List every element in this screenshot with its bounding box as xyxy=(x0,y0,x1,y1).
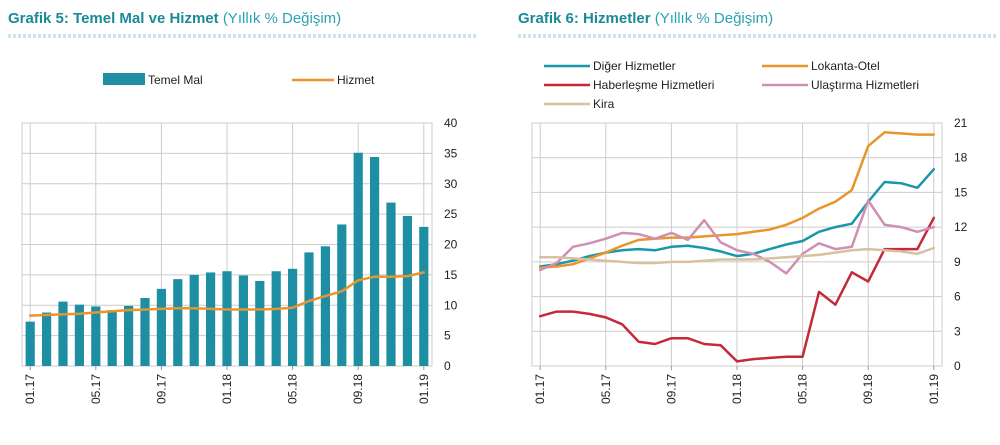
bar-temel-mal xyxy=(107,310,117,366)
y-tick-label: 20 xyxy=(444,238,458,252)
bar-temel-mal xyxy=(271,271,281,366)
bar-temel-mal xyxy=(222,271,232,366)
legend-label-haberlesme-hizmetleri: Haberleşme Hizmetleri xyxy=(593,78,714,92)
title-divider xyxy=(518,34,996,38)
y-tick-label: 9 xyxy=(954,255,961,269)
y-tick-label: 5 xyxy=(444,329,451,343)
chart-panel-temel-mal-hizmet: Grafik 5: Temel Mal ve Hizmet (Yıllık % … xyxy=(0,0,480,445)
x-tick-label: 01.18 xyxy=(730,374,744,404)
bar-temel-mal xyxy=(140,297,150,366)
series-line-ulastirma-hizmetleri xyxy=(538,199,936,275)
x-tick-label: 09.18 xyxy=(861,374,875,404)
bar-temel-mal xyxy=(402,215,412,366)
chart-panel-hizmetler: Grafik 6: Hizmetler (Yıllık % Değişim) 0… xyxy=(510,0,1000,445)
bar-temel-mal xyxy=(353,152,363,366)
y-tick-label: 3 xyxy=(954,324,961,338)
bar-temel-mal xyxy=(238,275,248,366)
bar-temel-mal xyxy=(58,301,68,366)
y-tick-label: 12 xyxy=(954,220,968,234)
y-tick-label: 18 xyxy=(954,151,968,165)
chart-title-main: Grafik 6: Hizmetler xyxy=(518,10,651,27)
bar-temel-mal xyxy=(42,312,52,366)
bar-temel-mal xyxy=(206,272,216,366)
y-tick-label: 15 xyxy=(444,268,458,282)
multi-line-chart: 0 3 6 9 12 15 18 21 01.17 05.17 09.17 01.18 05.18 09.… xyxy=(531,59,968,404)
y-tick-label: 10 xyxy=(444,298,458,312)
x-tick-label: 01.17 xyxy=(23,374,37,404)
x-tick-label: 05.17 xyxy=(599,374,613,404)
x-tick-label: 05.18 xyxy=(796,374,810,404)
x-tick-label: 01.18 xyxy=(220,374,234,404)
chart-title: Grafik 5: Temel Mal ve Hizmet (Yıllık % … xyxy=(8,10,341,27)
bar-temel-mal xyxy=(288,268,298,366)
series-line-kira xyxy=(538,246,936,265)
bar-temel-mal xyxy=(74,304,84,366)
chart-title-sub: (Yıllık % Değişim) xyxy=(654,10,774,27)
bar-temel-mal xyxy=(25,321,35,366)
bar-temel-mal xyxy=(124,305,134,366)
x-tick-label: 05.18 xyxy=(286,374,300,404)
legend-label-kira: Kira xyxy=(593,97,615,111)
legend-swatch-temel-mal xyxy=(103,73,145,85)
bar-temel-mal xyxy=(386,202,396,366)
y-tick-label: 40 xyxy=(444,116,458,130)
bar-temel-mal xyxy=(419,226,429,366)
bar-temel-mal xyxy=(304,252,314,366)
y-tick-label: 25 xyxy=(444,207,458,221)
y-tick-label: 6 xyxy=(954,290,961,304)
series-line-hizmet xyxy=(28,271,426,317)
y-tick-label: 0 xyxy=(954,359,961,373)
bar-temel-mal xyxy=(189,274,199,366)
legend-label-hizmet: Hizmet xyxy=(337,73,375,87)
legend-label-ulastirma-hizmetleri: Ulaştırma Hizmetleri xyxy=(811,78,919,92)
y-tick-label: 0 xyxy=(444,359,451,373)
chart-title-main: Grafik 5: Temel Mal ve Hizmet xyxy=(8,10,219,27)
bar-temel-mal xyxy=(173,279,183,366)
x-tick-label: 01.19 xyxy=(417,374,431,404)
y-tick-label: 21 xyxy=(954,116,968,130)
bar-temel-mal xyxy=(337,224,347,366)
bar-line-chart: 0 5 10 15 20 25 30 35 40 01.17 05.17 09.17 01.18 05.1… xyxy=(21,73,458,404)
y-tick-label: 30 xyxy=(444,177,458,191)
chart-title: Grafik 6: Hizmetler (Yıllık % Değişim) xyxy=(518,10,773,27)
series-line-lokanta-otel xyxy=(538,131,936,269)
legend-label-diger-hizmetler: Diğer Hizmetler xyxy=(593,59,676,73)
x-tick-label: 01.19 xyxy=(927,374,941,404)
x-tick-label: 01.17 xyxy=(533,374,547,404)
series-line-haberlesme-hizmetleri xyxy=(538,216,936,363)
y-tick-label: 35 xyxy=(444,146,458,160)
chart-title-sub: (Yıllık % Değişim) xyxy=(222,10,342,27)
x-tick-label: 05.17 xyxy=(89,374,103,404)
legend-label-temel-mal: Temel Mal xyxy=(148,73,203,87)
bar-temel-mal xyxy=(320,246,330,366)
x-tick-label: 09.18 xyxy=(351,374,365,404)
bar-temel-mal xyxy=(91,306,101,366)
bar-temel-mal xyxy=(370,157,380,366)
title-divider xyxy=(8,34,476,38)
y-tick-label: 15 xyxy=(954,185,968,199)
x-tick-label: 09.17 xyxy=(154,374,168,404)
bar-temel-mal xyxy=(156,288,166,366)
bar-temel-mal xyxy=(255,280,265,366)
legend-label-lokanta-otel: Lokanta-Otel xyxy=(811,59,880,73)
x-tick-label: 09.17 xyxy=(664,374,678,404)
